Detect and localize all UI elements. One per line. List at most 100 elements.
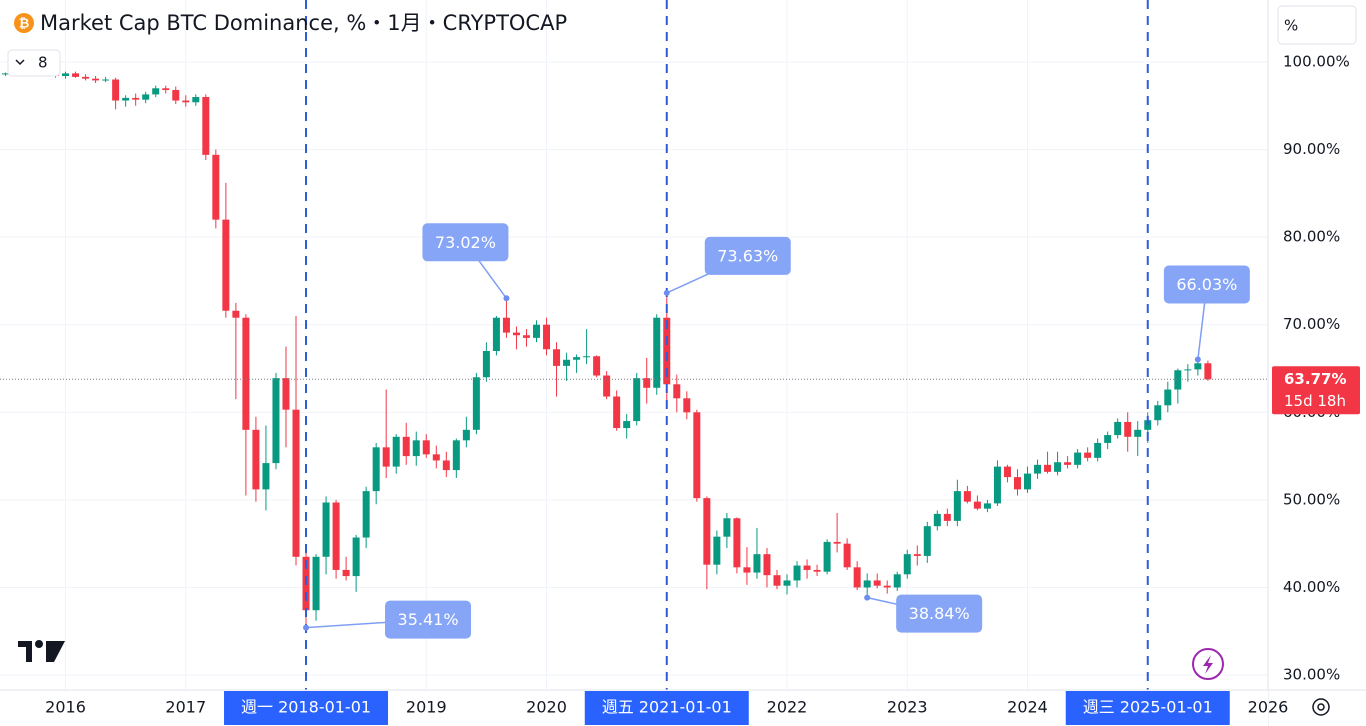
candle-body [1124,421,1132,437]
y-tick-label: 40.00% [1283,578,1340,596]
candle-body [452,440,460,471]
candle-body [843,543,851,568]
candle-body [222,219,230,311]
settings-button[interactable] [1312,698,1330,716]
candle-body [703,498,711,565]
candle-body [192,97,200,103]
candle-body [583,356,591,358]
marker-label: 週一 2018-01-01 [241,698,371,717]
candle-body [1074,452,1082,465]
candle-body [282,378,290,410]
candle-body [953,491,961,521]
candle-body [573,357,581,360]
x-tick-label: 2022 [767,698,808,717]
candle-body [1044,464,1052,472]
candle-body [663,317,671,385]
candle-body [382,447,390,467]
candle-body [492,317,500,351]
candle-body [532,324,540,338]
candle-body [763,554,771,576]
candle-body [693,412,701,499]
callout-box [422,223,509,262]
candle-body [1034,464,1042,474]
candle-body [332,502,340,570]
callout-label: 35.41% [398,610,459,629]
candle-body [1054,462,1062,472]
candle-body [1024,473,1032,490]
marker-label: 週五 2021-01-01 [602,698,732,717]
callout-label: 73.02% [435,233,496,252]
candle-body [993,466,1001,504]
indicator-toggle[interactable] [7,49,61,77]
candle-body [723,518,731,537]
x-tick-label: 2017 [165,698,206,717]
candle-body [903,554,911,575]
candle-body [292,409,300,557]
plot-area [0,0,1269,690]
indicator-count: 8 [38,54,48,72]
callout-label: 38.84% [909,604,970,623]
candle-body [92,78,100,81]
candle-body [202,97,210,155]
candle-body [152,88,160,95]
candle-body [272,378,280,464]
callout-point [663,289,670,296]
candle-body [1,73,9,75]
candle-body [743,567,751,573]
candle-body [242,317,250,430]
candle-body [212,154,220,220]
candle-body [112,79,120,101]
countdown-label: 15d 18h [1284,392,1346,410]
candle-body [432,454,440,461]
candle-body [1104,435,1112,443]
candle-body [773,575,781,586]
y-tick-label: 100.00% [1283,53,1350,71]
callout-box [896,594,983,633]
candle-body [923,526,931,556]
candle-body [462,429,470,441]
callout-point [1194,356,1201,363]
candle-body [553,349,561,366]
candle-body [863,580,871,588]
y-tick-label: 80.00% [1283,228,1340,246]
x-tick-label: 2026 [1248,698,1289,717]
candle-body [643,378,651,388]
candle-body [753,554,761,573]
candle-body [613,396,621,429]
candle-body [593,356,601,376]
scale-mode-button[interactable] [1277,5,1357,45]
candle-body [913,554,921,556]
y-tick-label: 50.00% [1283,490,1340,508]
candle-body [563,359,571,366]
candle-body [943,513,951,521]
candle-body [933,513,941,527]
candle-body [102,79,110,81]
candle-body [983,503,991,509]
candle-body [1114,421,1122,436]
candle-body [683,398,691,413]
callout-label: 73.63% [717,246,778,265]
scale-mode: % [1284,17,1298,35]
candle-body [963,491,971,502]
last-price-label: 63.77% [1284,370,1346,388]
candle-body [803,565,811,570]
chart-title: Market Cap BTC Dominance, %・1月・CRYPTOCAP [40,11,567,35]
candle-body [813,569,821,572]
candle-body [1013,477,1021,490]
candle-body [883,585,891,588]
candle-body [603,375,611,397]
callout-label: 66.03% [1176,275,1237,294]
btc-icon-glyph: ₿ [19,17,30,32]
last-price-tag [1272,366,1360,415]
candle-body [122,97,130,101]
candle-body [232,310,240,318]
candle-body [142,94,150,100]
candle-body [833,541,841,544]
candle-body [673,384,681,399]
callout-point [864,594,871,601]
y-tick-label: 70.00% [1283,315,1340,333]
candle-body [362,491,370,538]
candle-body [182,100,190,103]
